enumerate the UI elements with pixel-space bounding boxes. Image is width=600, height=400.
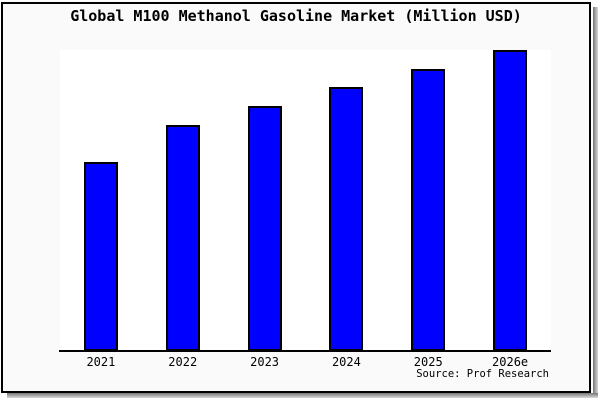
x-tick-label-2024: 2024 [331, 355, 361, 369]
x-tick-label-2021: 2021 [86, 355, 116, 369]
chart-title: Global M100 Methanol Gasoline Market (Mi… [70, 7, 522, 25]
x-tick-label-2026e: 2026e [492, 355, 529, 369]
bar-2025 [411, 69, 446, 351]
source-note: Source: Prof Research [416, 368, 549, 380]
plot-area [60, 50, 551, 351]
bar-2021 [83, 162, 118, 351]
bar-2023 [247, 106, 282, 351]
x-tick-label-2025: 2025 [413, 355, 443, 369]
x-axis-labels: 2021 2022 2023 2024 2025 2026e [60, 355, 551, 371]
x-axis-line [59, 350, 551, 352]
bar-2026e [493, 50, 528, 351]
x-tick-label-2023: 2023 [250, 355, 280, 369]
x-tick-label-2022: 2022 [168, 355, 198, 369]
frame-shadow-bottom [7, 393, 598, 398]
frame-shadow-right [593, 7, 598, 398]
bar-2022 [165, 125, 200, 351]
bar-2024 [329, 87, 364, 351]
